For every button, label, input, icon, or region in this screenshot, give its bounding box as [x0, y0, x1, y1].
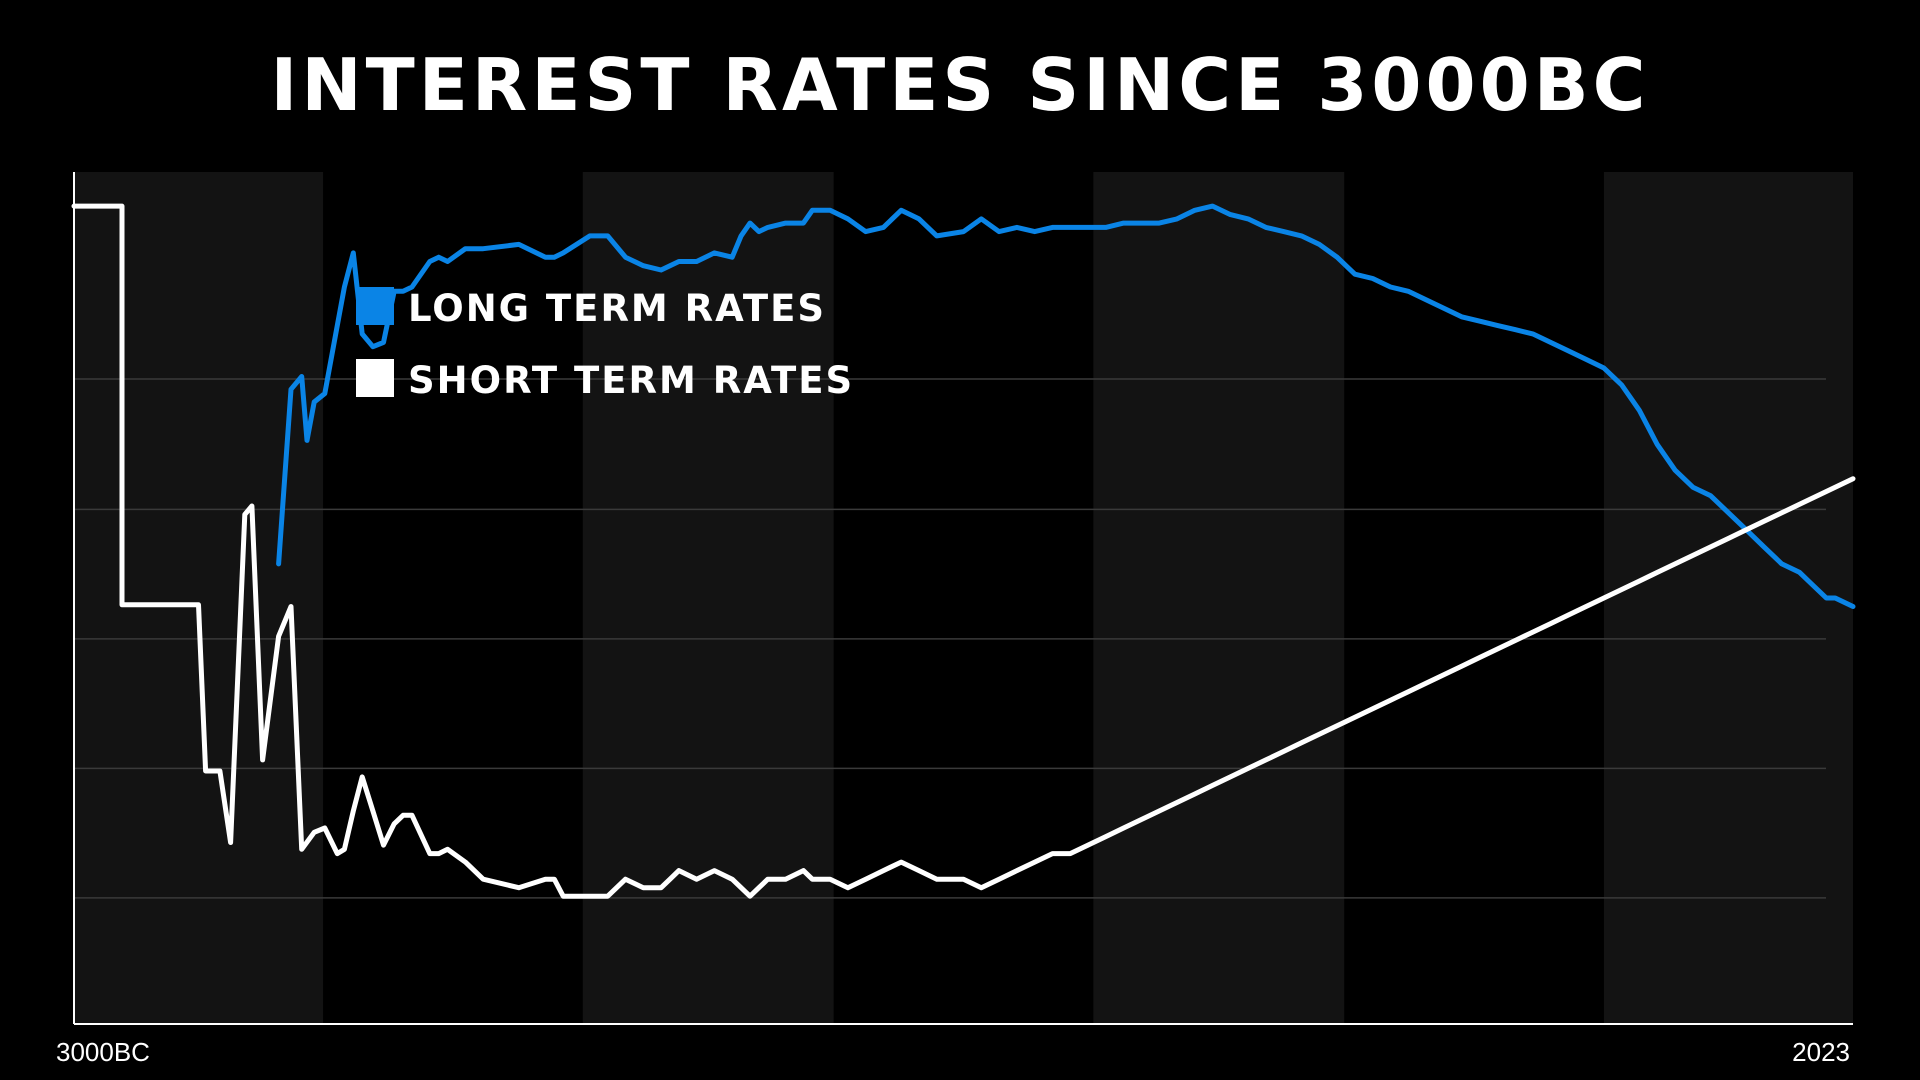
axes [73, 172, 1853, 1025]
legend-swatch-long-term [356, 287, 394, 325]
x-tick-label-end: 2023 [1792, 1037, 1850, 1067]
x-tick-labels: 3000BC 2023 [56, 1037, 1850, 1067]
background-band [1603, 172, 1853, 1024]
legend-label-long-term: LONG TERM RATES [408, 287, 826, 330]
chart-title: INTEREST RATES SINCE 3000BC [271, 43, 1650, 127]
background-bands [74, 172, 1853, 1024]
legend: LONG TERM RATES SHORT TERM RATES [356, 287, 854, 402]
long-term-rates-line [276, 203, 1856, 609]
background-band [1093, 172, 1345, 1024]
legend-swatch-short-term [356, 359, 394, 397]
gridlines [74, 378, 1826, 899]
short-term-rates-line [71, 203, 1856, 899]
series-lines [71, 203, 1856, 899]
x-tick-label-start: 3000BC [56, 1037, 150, 1067]
background-band [74, 172, 324, 1024]
legend-label-short-term: SHORT TERM RATES [408, 359, 854, 402]
